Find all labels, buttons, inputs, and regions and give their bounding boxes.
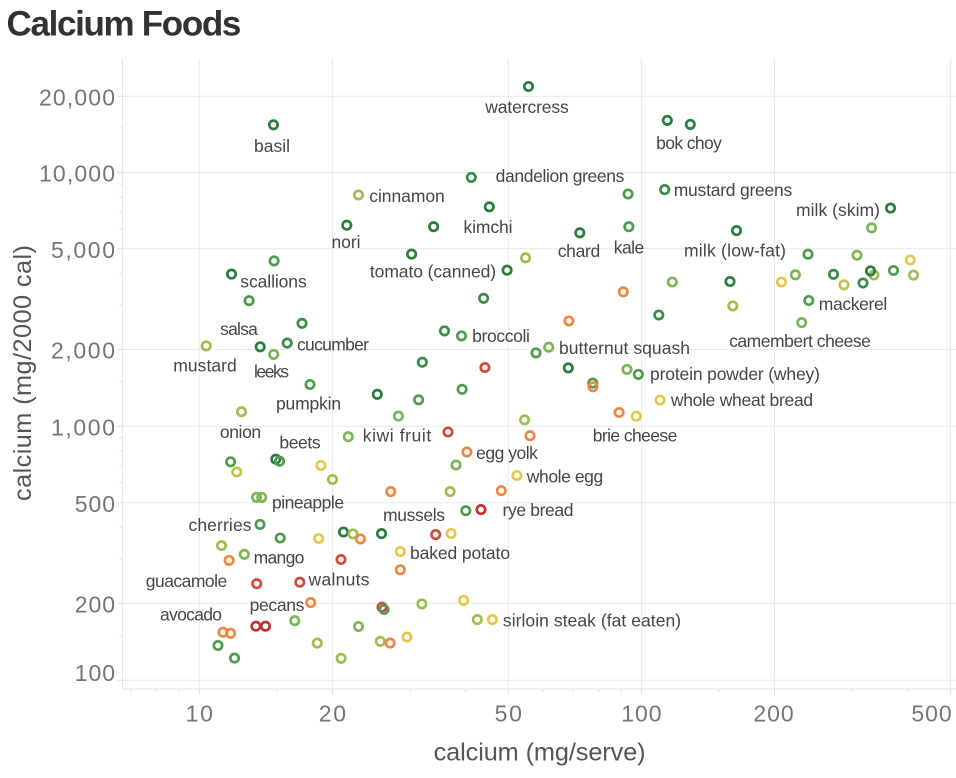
svg-text:nori: nori [332,232,361,252]
svg-text:1,000: 1,000 [51,414,115,440]
svg-text:walnuts: walnuts [308,570,370,590]
svg-text:500: 500 [75,491,115,517]
svg-text:dandelion greens: dandelion greens [496,166,625,186]
svg-text:Calcium Foods: Calcium Foods [7,4,242,43]
svg-text:mango: mango [254,548,305,568]
svg-text:leeks: leeks [254,362,289,382]
svg-text:mackerel: mackerel [819,294,888,314]
svg-text:200: 200 [75,591,115,617]
svg-text:whole egg: whole egg [526,467,603,487]
svg-text:kimchi: kimchi [464,217,513,237]
svg-text:5,000: 5,000 [51,237,115,263]
svg-text:cucumber: cucumber [297,335,369,355]
svg-text:rye bread: rye bread [503,500,574,520]
svg-text:onion: onion [220,422,261,442]
svg-text:2,000: 2,000 [51,338,115,364]
svg-text:tomato (canned): tomato (canned) [370,262,496,282]
svg-text:milk (skim): milk (skim) [796,200,880,220]
svg-text:avocado: avocado [160,605,222,625]
svg-text:calcium (mg/serve): calcium (mg/serve) [434,739,646,767]
svg-text:camembert cheese: camembert cheese [729,331,871,351]
svg-text:scallions: scallions [240,272,307,292]
svg-text:chard: chard [558,241,601,261]
svg-text:egg yolk: egg yolk [476,443,538,463]
svg-text:sirloin steak (fat eaten): sirloin steak (fat eaten) [503,611,681,631]
svg-text:200: 200 [753,701,793,727]
svg-text:50: 50 [495,701,522,727]
svg-text:pineapple: pineapple [272,493,344,513]
svg-text:watercress: watercress [484,97,569,117]
svg-text:basil: basil [254,136,290,156]
svg-text:brie cheese: brie cheese [593,426,678,446]
svg-text:kale: kale [614,238,645,258]
svg-text:beets: beets [279,433,321,453]
svg-text:protein powder (whey): protein powder (whey) [650,364,820,384]
svg-text:milk (low-fat): milk (low-fat) [684,241,786,261]
svg-text:cherries: cherries [188,515,251,535]
svg-text:10: 10 [186,701,213,727]
svg-text:butternut squash: butternut squash [559,338,690,358]
svg-text:mustard greens: mustard greens [674,180,793,200]
svg-text:calcium (mg/2000 cal): calcium (mg/2000 cal) [9,245,37,501]
svg-text:broccoli: broccoli [472,326,530,346]
svg-text:mussels: mussels [383,505,445,525]
svg-text:10,000: 10,000 [39,161,115,187]
svg-text:pecans: pecans [250,595,305,615]
svg-text:salsa: salsa [220,319,258,339]
svg-text:pumpkin: pumpkin [276,394,341,414]
svg-text:guacamole: guacamole [146,571,228,591]
svg-text:20: 20 [319,701,346,727]
svg-text:bok choy: bok choy [656,133,722,153]
svg-text:whole wheat bread: whole wheat bread [670,390,813,410]
svg-text:mustard: mustard [173,356,237,376]
svg-text:100: 100 [621,701,661,727]
svg-text:500: 500 [911,701,951,727]
svg-text:cinnamon: cinnamon [369,186,445,206]
svg-text:baked potato: baked potato [410,543,510,563]
svg-text:20,000: 20,000 [39,84,115,110]
svg-text:100: 100 [75,660,115,686]
svg-text:kiwi fruit: kiwi fruit [363,426,432,446]
